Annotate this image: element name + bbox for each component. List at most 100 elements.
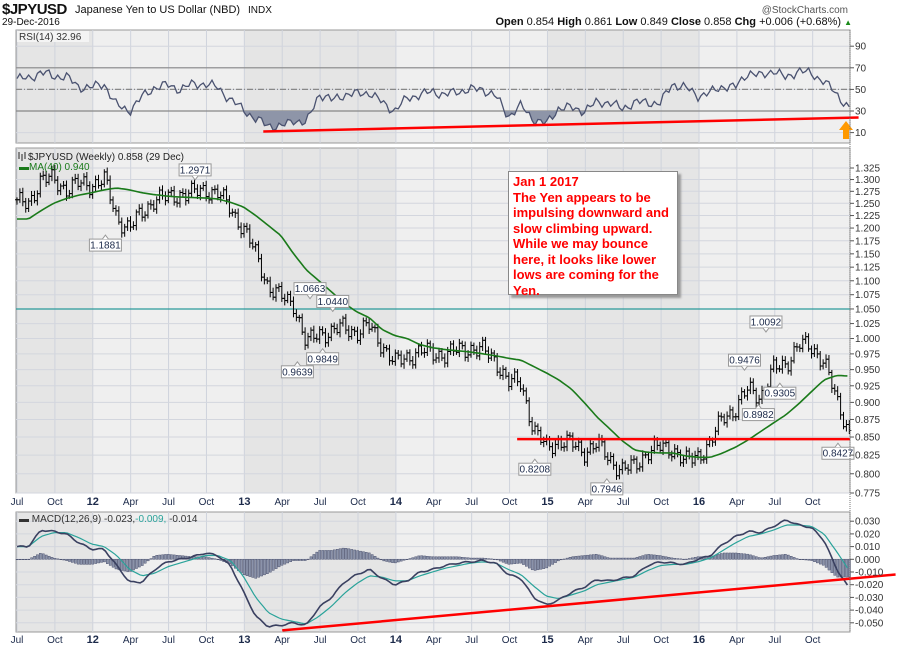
macd-histogram-bar <box>335 549 339 560</box>
macd-histogram-bar <box>632 557 636 560</box>
up-arrow-icon <box>839 121 853 139</box>
x-axis-label: 13 <box>238 496 250 508</box>
macd-histogram-bar <box>690 557 694 560</box>
macd-histogram-bar <box>286 559 290 564</box>
macd-histogram-bar <box>146 559 150 562</box>
macd-histogram-bar <box>638 556 642 560</box>
bar-chart-icon <box>18 152 26 161</box>
x-axis-label: Jul <box>617 497 630 508</box>
macd-histogram-bar <box>455 556 458 560</box>
label-text: 0.8427 <box>823 449 854 460</box>
price-point-label: 0.8982 <box>741 403 775 422</box>
macd-histogram-bar <box>414 556 418 560</box>
macd-histogram-bar <box>303 559 307 561</box>
macd-histogram-bar <box>82 559 86 565</box>
x-axis-label: Oct <box>350 497 366 508</box>
x-axis-label: 14 <box>390 634 403 646</box>
label-text: 0.9476 <box>729 356 760 367</box>
rsi-tick-label: 70 <box>855 63 867 74</box>
macd-histogram-bar <box>609 557 613 560</box>
macd-histogram-bar <box>155 555 159 560</box>
macd-histogram-bar <box>74 559 77 564</box>
macd-histogram-bar <box>161 554 164 560</box>
macd-histogram-bar <box>254 559 258 579</box>
macd-histogram-bar <box>481 557 485 560</box>
label-pointer <box>754 403 762 409</box>
macd-histogram-bar <box>359 550 362 560</box>
macd-histogram-bar <box>330 550 333 560</box>
macd-histogram-bar <box>437 556 441 560</box>
x-axis-label: 13 <box>238 634 250 646</box>
price-point-label: 0.9849 <box>306 347 340 366</box>
macd-histogram-bar <box>516 559 519 564</box>
x-axis-label: Oct <box>199 635 215 646</box>
x-axis-label: 14 <box>390 496 403 508</box>
price-tick-label: 1.275 <box>855 187 880 198</box>
macd-histogram-bar <box>338 548 342 560</box>
macd-histogram-bar <box>394 559 397 564</box>
macd-histogram-bar <box>685 558 688 560</box>
rsi-tick-label: 10 <box>855 128 867 139</box>
macd-histogram-bar <box>603 556 607 560</box>
macd-histogram-bar <box>539 559 543 570</box>
macd-histogram-bar <box>103 559 106 563</box>
macd-line <box>16 519 849 628</box>
macd-histogram-bar <box>24 559 28 560</box>
macd-histogram-bar <box>411 557 415 560</box>
macd-histogram-bar <box>426 556 429 560</box>
macd-histogram-bar <box>62 559 65 561</box>
macd-histogram-bar <box>551 559 554 565</box>
macd-histogram-bar <box>420 555 423 560</box>
macd-histogram-bar <box>568 557 572 560</box>
x-axis-label: Oct <box>47 497 63 508</box>
macd-histogram-bar <box>845 559 848 578</box>
x-axis-label: Oct <box>502 635 518 646</box>
macd-histogram-bar <box>545 559 549 569</box>
macd-histogram-bar <box>356 550 359 560</box>
macd-histogram-bar <box>720 553 723 560</box>
macd-histogram-bar <box>417 555 421 560</box>
rsi-panel-bg <box>15 29 851 144</box>
x-axis-label: Apr <box>426 635 442 646</box>
price-point-label: 1.0092 <box>749 315 783 333</box>
macd-histogram-bar <box>41 553 45 560</box>
macd-histogram-bar <box>315 551 319 560</box>
label-pointer <box>306 294 314 300</box>
macd-histogram-bar <box>624 557 627 560</box>
instrument-name: Japanese Yen to US Dollar (NBD) <box>75 4 241 16</box>
x-axis-label: Jul <box>768 635 781 646</box>
annotation-body: The Yen appears to be impulsing downward… <box>513 189 673 298</box>
x-axis-label: 15 <box>541 634 553 646</box>
macd-histogram-bar <box>501 559 505 563</box>
price-panel-bg <box>15 147 851 494</box>
macd-histogram-bar <box>333 549 336 560</box>
macd-histogram-bar <box>635 557 639 560</box>
macd-histogram-bar <box>801 559 805 560</box>
price-panel: 1.1881 1.2971 1.0663 1.0440 0.9849 0.9639 0.82… <box>15 152 855 496</box>
label-pointer <box>776 382 784 388</box>
macd-histogram-bar <box>626 557 630 560</box>
macd-histogram-bar <box>33 556 36 560</box>
label-text: 1.1881 <box>90 241 121 252</box>
rsi-tick-label: 90 <box>855 42 867 53</box>
price-tick-label: 0.875 <box>855 415 880 426</box>
macd-histogram-bar <box>824 559 828 568</box>
macd-histogram-bar <box>260 559 263 577</box>
macd-histogram-bar <box>295 559 298 561</box>
macd-tick-label: -0.010 <box>855 568 884 579</box>
macd-histogram-bar <box>289 559 292 562</box>
rsi-tick-label: 50 <box>855 85 867 96</box>
macd-histogram-bar <box>731 552 735 560</box>
macd-histogram-bar <box>251 559 255 578</box>
macd-histogram-bar <box>143 559 147 564</box>
macd-histogram-bar <box>202 556 205 560</box>
chart-date: 29-Dec-2016 <box>2 17 60 28</box>
macd-histogram-bar <box>525 559 528 567</box>
chart-header: $JPYUSD Japanese Yen to US Dollar (NBD) … <box>0 0 900 30</box>
price-tick-label: 1.225 <box>855 211 880 222</box>
label-text: 1.0092 <box>751 317 782 328</box>
macd-histogram-bar <box>277 559 281 568</box>
x-axis-label: Apr <box>274 497 290 508</box>
macd-histogram-bar <box>39 553 42 560</box>
macd-histogram-bar <box>787 554 790 560</box>
